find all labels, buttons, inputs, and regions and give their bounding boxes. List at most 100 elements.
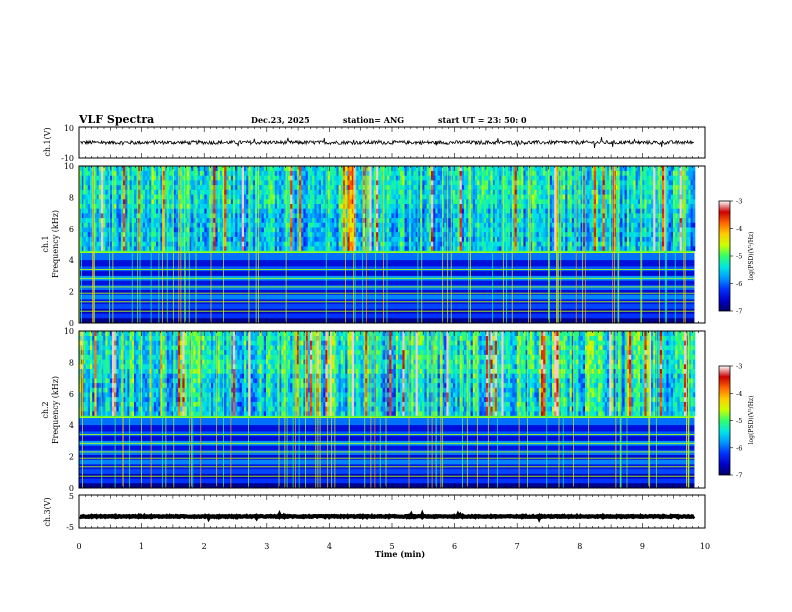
spec1-cell bbox=[541, 166, 544, 171]
spec1-cell bbox=[626, 231, 630, 237]
spec1-cell bbox=[633, 166, 636, 171]
spec1-cell bbox=[189, 184, 192, 190]
spec1-cell bbox=[516, 175, 520, 181]
spec1-cell bbox=[351, 213, 355, 219]
spec1-cell bbox=[184, 222, 188, 228]
spec1-cell bbox=[145, 194, 148, 200]
spec1-cell bbox=[219, 189, 223, 195]
spec1-cell bbox=[631, 203, 634, 209]
spec1-cell bbox=[481, 213, 485, 219]
spec1-cell bbox=[329, 213, 333, 219]
spec1-cell bbox=[549, 189, 553, 195]
spec1-cell bbox=[620, 180, 623, 186]
spec1-cell bbox=[618, 180, 621, 186]
spec1-cell bbox=[131, 203, 135, 209]
spec1-cell bbox=[142, 213, 146, 219]
spec1-cell bbox=[340, 213, 344, 219]
spec1-cell bbox=[171, 189, 174, 195]
spec1-cell bbox=[129, 199, 133, 204]
spec1-cell bbox=[373, 199, 377, 204]
spec1-cell bbox=[464, 189, 467, 195]
spec1-cell bbox=[105, 170, 108, 176]
spec1-cell bbox=[521, 175, 524, 181]
spec1-cell bbox=[123, 246, 126, 252]
spec1-cell bbox=[266, 241, 269, 247]
spec1-cell bbox=[87, 184, 91, 190]
spec1-cell bbox=[521, 208, 524, 214]
spec1-cell bbox=[662, 231, 665, 237]
spec1-cell bbox=[571, 231, 575, 237]
spec1-cell bbox=[316, 227, 320, 233]
spec1-cell bbox=[178, 208, 181, 214]
spec1-cell bbox=[310, 227, 313, 233]
spec1-cell bbox=[197, 194, 201, 200]
spec1-cell bbox=[576, 194, 579, 200]
spec1-cell bbox=[204, 166, 207, 171]
spec1-cell bbox=[574, 180, 577, 186]
spec1-cell bbox=[479, 194, 482, 200]
spec1-cell bbox=[94, 203, 97, 209]
spec1-cell bbox=[417, 241, 421, 247]
spec1-cell bbox=[103, 246, 106, 252]
spec1-cell bbox=[512, 199, 515, 204]
spec1-cell bbox=[545, 194, 548, 200]
spec1-cell bbox=[637, 213, 641, 219]
spec1-cell bbox=[505, 189, 509, 195]
spec1-cell bbox=[233, 170, 236, 176]
spec1-cell bbox=[164, 231, 168, 237]
spec1-cell bbox=[637, 236, 641, 242]
spec1-cell bbox=[455, 194, 458, 200]
spec1-cell bbox=[424, 227, 427, 233]
spec1-cell bbox=[263, 241, 267, 247]
spec1-cell bbox=[186, 208, 190, 214]
spec1-cell bbox=[642, 208, 645, 214]
spec1-cell bbox=[604, 222, 608, 228]
spec1-cell bbox=[415, 170, 419, 176]
spec1-cell bbox=[503, 208, 507, 214]
spec1-cell bbox=[422, 227, 425, 233]
spec1-cell bbox=[288, 208, 291, 214]
spec1-cell bbox=[191, 236, 194, 242]
spec1-cell bbox=[204, 227, 207, 233]
spec1-cell bbox=[475, 180, 478, 186]
spec1-cell bbox=[303, 236, 306, 242]
spec1-cell bbox=[571, 236, 575, 242]
spec1-cell bbox=[272, 194, 276, 200]
spec1-cell bbox=[459, 222, 463, 228]
spec1-cell bbox=[536, 231, 540, 237]
spec1-cell bbox=[244, 203, 247, 209]
spec1-cell bbox=[662, 180, 665, 186]
spec1-cell bbox=[277, 231, 280, 237]
spec1-cell bbox=[250, 194, 254, 200]
spec1-cell bbox=[140, 213, 144, 219]
spec1-cell bbox=[637, 170, 641, 176]
spec1-cell bbox=[629, 231, 632, 237]
spec1-cell bbox=[285, 231, 289, 237]
spec1-cell bbox=[417, 175, 421, 181]
spec1-cell bbox=[332, 199, 335, 204]
spec1-cell bbox=[637, 194, 641, 200]
spec1-cell bbox=[409, 175, 412, 181]
spec1-cell bbox=[283, 231, 287, 237]
spec1-cell bbox=[109, 189, 113, 195]
spec1-cell bbox=[560, 208, 564, 214]
spec1-cell bbox=[160, 222, 163, 228]
spec1-cell bbox=[125, 241, 128, 247]
spec1-cell bbox=[250, 184, 254, 190]
spec1-cell bbox=[351, 217, 355, 223]
spec1-cell bbox=[101, 175, 104, 181]
spec1-cell bbox=[268, 189, 271, 195]
spec1-cell bbox=[549, 236, 553, 242]
spec1-cell bbox=[662, 241, 665, 247]
spec1-cell bbox=[182, 246, 185, 252]
spec1-cell bbox=[90, 170, 93, 176]
spec1-cell bbox=[175, 189, 179, 195]
spec1-cell bbox=[571, 208, 575, 214]
spec1-cell bbox=[123, 231, 126, 237]
spec1-cell bbox=[389, 180, 392, 186]
spec1-cell bbox=[525, 166, 529, 171]
spec1-cell bbox=[158, 231, 161, 237]
spec1-cell bbox=[373, 189, 377, 195]
spec1-cell bbox=[527, 217, 531, 223]
spec1-cell bbox=[655, 203, 658, 209]
